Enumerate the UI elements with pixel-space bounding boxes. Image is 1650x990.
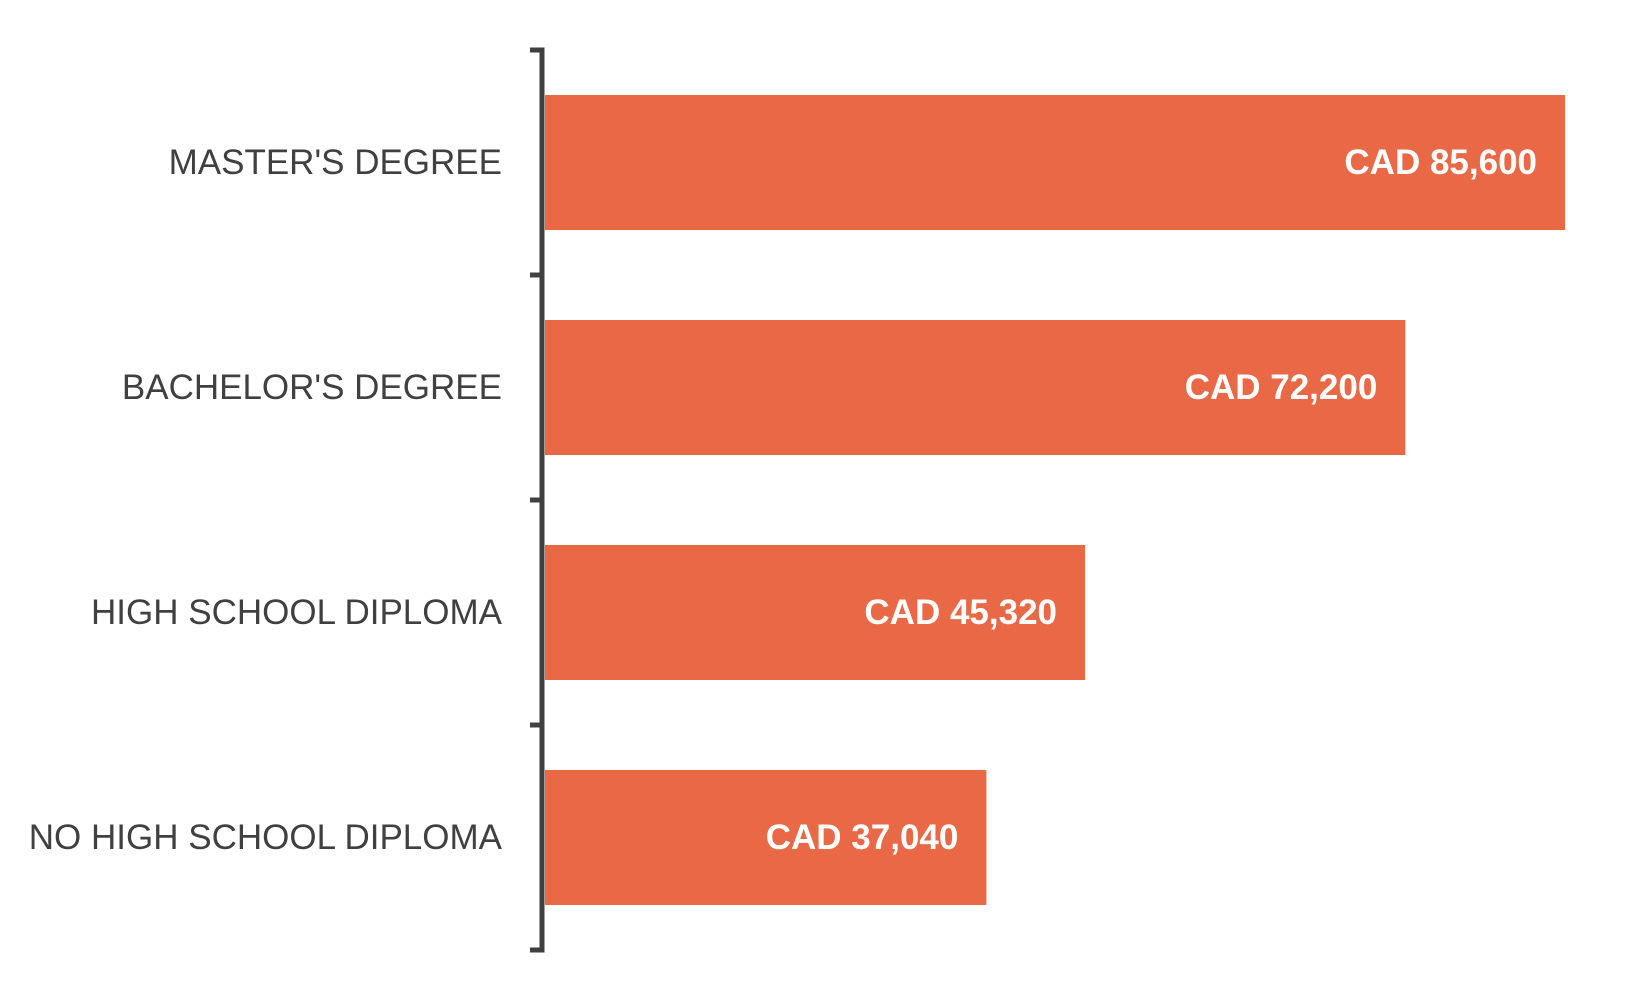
- data-label: CAD 37,040: [766, 818, 959, 857]
- data-label: CAD 72,200: [1185, 368, 1378, 407]
- bars: [545, 95, 1565, 905]
- category-label: HIGH SCHOOL DIPLOMA: [91, 593, 503, 632]
- category-label: NO HIGH SCHOOL DIPLOMA: [29, 818, 503, 857]
- data-label: CAD 45,320: [864, 593, 1057, 632]
- value-labels: CAD 85,600 CAD 72,200 CAD 45,320 CAD 37,040: [766, 143, 1537, 857]
- category-label: MASTER'S DEGREE: [169, 143, 502, 182]
- category-label: BACHELOR'S DEGREE: [122, 368, 502, 407]
- bar: [545, 95, 1565, 230]
- data-label: CAD 85,600: [1344, 143, 1537, 182]
- y-axis: [530, 47, 545, 953]
- bar: [545, 320, 1406, 455]
- bar: [545, 770, 987, 905]
- bar: [545, 545, 1086, 680]
- category-labels: MASTER'S DEGREE BACHELOR'S DEGREE HIGH SCH…: [29, 143, 503, 857]
